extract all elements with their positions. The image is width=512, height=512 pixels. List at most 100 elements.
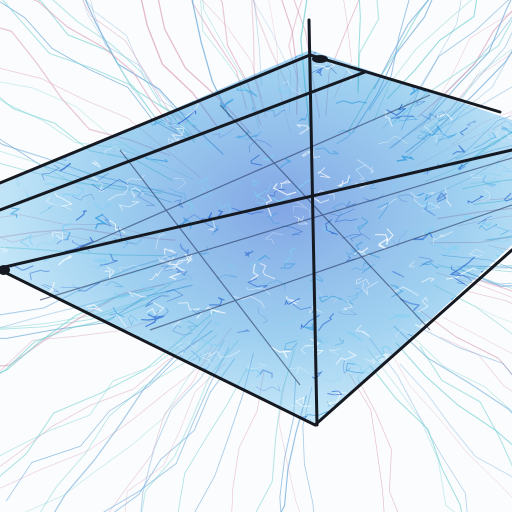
plane-scribble [269,189,286,197]
plane-scribble [24,96,34,106]
plane-scribble [252,191,264,204]
plane-scribble [350,248,381,259]
plane-scribble [456,428,463,438]
plane-scribble [422,227,435,235]
plane-scribble [180,213,212,228]
plane-scribble [103,346,114,363]
plane-scribble [65,70,86,87]
plane-scribble [480,189,491,202]
plane-scribble [268,50,289,51]
plane-scribble [351,263,376,271]
plane-scribble [467,195,485,204]
plane-scribble [388,313,411,321]
plane-scribble [265,194,273,217]
plane-scribble [338,309,358,315]
plane-scribble [119,264,141,272]
plane-scribble [198,352,211,364]
plane-scribble [248,139,272,153]
plane-scribble [168,187,186,200]
background-thread [108,344,213,512]
plane-scribble [200,217,220,233]
plane-scribble [442,110,460,126]
plane-scribble [147,312,158,322]
plane-scribble [17,132,34,141]
plane-scribble [468,426,479,432]
plane-scribble [397,194,417,202]
plane-scribble [313,149,325,162]
plane-scribble [171,126,201,136]
plane-scribble [347,424,376,425]
background-thread [388,349,512,498]
plane-scribble [327,390,343,396]
background-thread [333,0,352,99]
plane-scribble [478,220,493,227]
background-thread [369,338,468,512]
plane-scribble [271,193,292,205]
plane-scribble [420,396,442,404]
background-thread [200,0,250,94]
plane-scribble [277,87,293,93]
plane-scribble [421,277,436,283]
plane-scribble [392,230,407,247]
plane-scribble [220,78,232,85]
plane-scribble [479,328,488,341]
plane-scribble [336,100,368,104]
plane-scribble [355,241,363,251]
plane-scribble [37,57,50,66]
plane-scribble [232,86,248,91]
plane-scribble [466,120,476,127]
plane-scribble [236,87,258,98]
plane-scribble [284,340,298,351]
plane-scribble [167,256,189,266]
plane-scribble [221,423,252,425]
plane-scribble [34,107,46,118]
plane-scribble [403,69,413,77]
plane-scribble [91,261,110,270]
plane-scribble [501,233,512,244]
plane-scribble [311,65,337,74]
background-thread [368,0,410,111]
plane-scribble [256,385,281,392]
plane-scribble [172,319,181,327]
plane-scribble [202,142,215,148]
plane-scribble [418,256,435,267]
plane-scribble [477,215,493,225]
plane-scribble [35,237,57,253]
background-thread [386,0,478,100]
plane-scribble [171,87,183,96]
plane-scribble [166,289,184,303]
plane-scribble [145,157,169,163]
plane-scribble [128,314,138,326]
background-thread [459,268,512,287]
plane-scribble [481,174,496,187]
plane-scribble [264,110,286,118]
plane-scribble [344,50,358,58]
plane-scribble [24,132,41,140]
plane-scribble [192,308,207,315]
plane-scribble [237,329,250,333]
plane-scribble [259,262,276,280]
plane-scribble [9,207,21,219]
plane-scribble [391,182,398,190]
plane-scribble [345,201,357,208]
plane-scribble [296,177,313,195]
plane-scribble [187,320,198,331]
plane-scribble [309,279,320,295]
plane-scribble [168,265,187,280]
plane-scribble [64,236,94,253]
background-thread [349,373,385,512]
plane-scribble [429,124,443,136]
plane-scribble [345,250,357,257]
plane-scribble [377,202,389,220]
plane-scribble [490,177,501,190]
plane-scribble [382,391,397,406]
plane-scribble [424,408,439,425]
plane-scribble [209,297,225,306]
plane-scribble [249,403,272,423]
plane-scribble [55,88,87,100]
plane-scribble [14,308,22,322]
plane-scribble [145,308,159,316]
background-thread [456,265,512,273]
plane-scribble [410,200,431,210]
